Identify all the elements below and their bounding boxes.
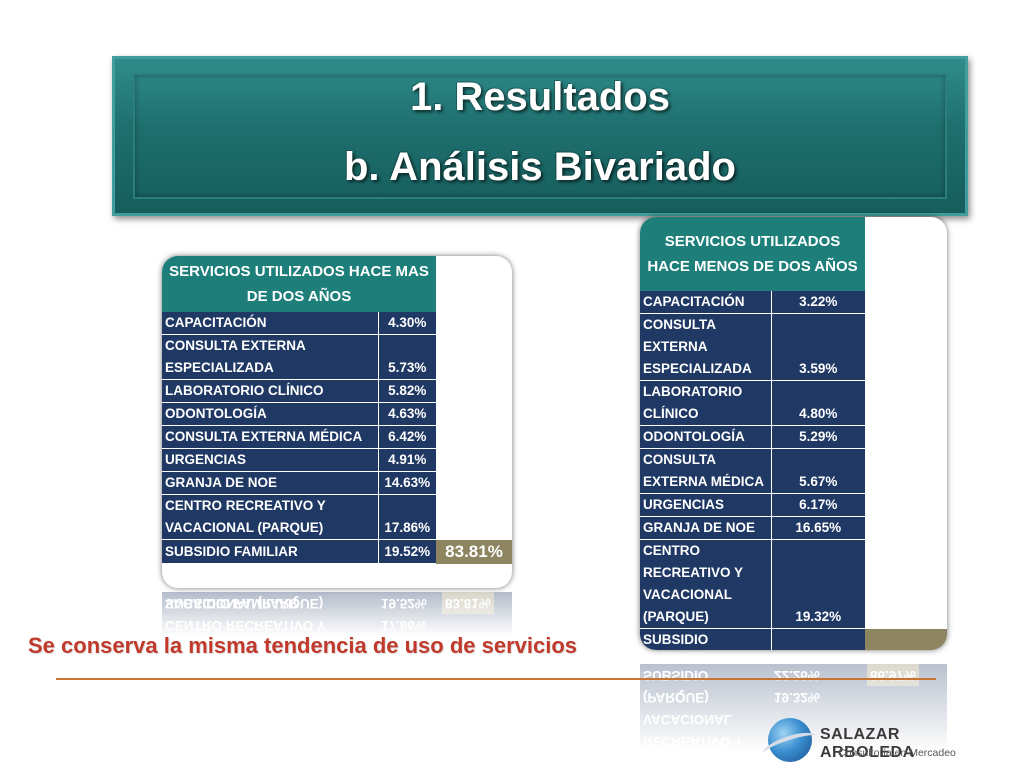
table-row: LABORATORIO CLÍNICO 4.80% bbox=[640, 380, 947, 426]
row-label: SUBSIDIO FAMILIAR bbox=[162, 539, 379, 564]
row-value: 17.86% bbox=[378, 494, 436, 540]
row-value: 6.17% bbox=[771, 493, 865, 517]
row-value: 5.73% bbox=[378, 334, 436, 380]
company-logo: SALAZAR ARBOLEDA Consultoría en Mercadeo bbox=[760, 716, 976, 764]
table-row: CAPACITACIÓN 3.22% bbox=[640, 291, 947, 314]
row-value: 16.65% bbox=[771, 516, 865, 540]
right-table-card: SERVICIOS UTILIZADOS HACE MENOS DE DOS A… bbox=[640, 217, 947, 650]
left-table-reflection: CENTRO RECREATIVO Y VACACIONAL (PARQUE) 1… bbox=[162, 590, 512, 636]
table-row: ODONTOLOGÍA 5.29% bbox=[640, 425, 947, 449]
row-value: 4.80% bbox=[771, 380, 865, 426]
row-value: 19.52% bbox=[378, 539, 436, 564]
table-row: CENTRO RECREATIVO Y VACACIONAL (PARQUE) … bbox=[162, 494, 512, 540]
table-row: CONSULTA EXTERNA MÉDICA 6.42% bbox=[162, 425, 512, 449]
row-value: 22.26% bbox=[771, 628, 865, 650]
row-label: URGENCIAS bbox=[640, 493, 772, 517]
table-row: LABORATORIO CLÍNICO 5.82% bbox=[162, 379, 512, 403]
row-value: 5.82% bbox=[378, 379, 436, 403]
right-table: SERVICIOS UTILIZADOS HACE MENOS DE DOS A… bbox=[640, 217, 947, 650]
row-label: CONSULTA EXTERNA ESPECIALIZADA bbox=[162, 334, 379, 380]
row-label: CONSULTA EXTERNA ESPECIALIZADA bbox=[640, 313, 772, 381]
table-row: GRANJA DE NOE 16.65% bbox=[640, 516, 947, 540]
table-row: SUBSIDIO FAMILIAR 19.52% 83.81% bbox=[162, 539, 512, 564]
divider-line bbox=[56, 678, 936, 680]
row-label: ODONTOLOGÍA bbox=[162, 402, 379, 426]
row-label: GRANJA DE NOE bbox=[162, 471, 379, 495]
table-row: URGENCIAS 4.91% bbox=[162, 448, 512, 472]
row-label: LABORATORIO CLÍNICO bbox=[640, 380, 772, 426]
row-label: SUBSIDIO FAMILIAR bbox=[640, 628, 772, 650]
table-row: CONSULTA EXTERNA ESPECIALIZADA 3.59% bbox=[640, 313, 947, 381]
title-line-1: 1. Resultados bbox=[409, 75, 671, 119]
row-value: 5.29% bbox=[771, 425, 865, 449]
row-value: 6.42% bbox=[378, 425, 436, 449]
row-value: 4.63% bbox=[378, 402, 436, 426]
globe-icon bbox=[768, 718, 812, 762]
table-row: CENTRO RECREATIVO Y VACACIONAL (PARQUE) … bbox=[640, 539, 947, 629]
row-label: CENTRO RECREATIVO Y VACACIONAL (PARQUE) bbox=[640, 539, 772, 629]
right-total-cell: 86.97% bbox=[865, 628, 947, 650]
table-row: CONSULTA EXTERNA MÉDICA 5.67% bbox=[640, 448, 947, 494]
row-value: 14.63% bbox=[378, 471, 436, 495]
row-label: CONSULTA EXTERNA MÉDICA bbox=[640, 448, 772, 494]
row-label: ODONTOLOGÍA bbox=[640, 425, 772, 449]
row-label: CAPACITACIÓN bbox=[162, 312, 379, 335]
conclusion-text: Se conserva la misma tendencia de uso de… bbox=[28, 633, 578, 658]
row-value: 3.22% bbox=[771, 291, 865, 314]
title-banner-frame bbox=[133, 73, 947, 199]
logo-name: SALAZAR ARBOLEDA bbox=[820, 726, 915, 761]
row-value: 19.32% bbox=[771, 539, 865, 629]
row-value: 4.30% bbox=[378, 312, 436, 335]
row-value: 4.91% bbox=[378, 448, 436, 472]
table-row: ODONTOLOGÍA 4.63% bbox=[162, 402, 512, 426]
table-row: GRANJA DE NOE 14.63% bbox=[162, 471, 512, 495]
row-label: URGENCIAS bbox=[162, 448, 379, 472]
row-label: CAPACITACIÓN bbox=[640, 291, 772, 314]
left-total-cell: 83.81% bbox=[436, 539, 512, 564]
row-label: CENTRO RECREATIVO Y VACACIONAL (PARQUE) bbox=[162, 494, 379, 540]
table-row: CONSULTA EXTERNA ESPECIALIZADA 5.73% bbox=[162, 334, 512, 380]
right-table-header: SERVICIOS UTILIZADOS HACE MENOS DE DOS A… bbox=[640, 217, 865, 291]
row-value: 3.59% bbox=[771, 313, 865, 381]
table-row: SUBSIDIO FAMILIAR 22.26% 86.97% bbox=[640, 628, 947, 650]
row-label: GRANJA DE NOE bbox=[640, 516, 772, 540]
table-row: URGENCIAS 6.17% bbox=[640, 493, 947, 517]
row-label: CONSULTA EXTERNA MÉDICA bbox=[162, 425, 379, 449]
title-banner: 1. Resultados b. Análisis Bivariado bbox=[112, 56, 968, 216]
row-label: LABORATORIO CLÍNICO bbox=[162, 379, 379, 403]
table-row: CAPACITACIÓN 4.30% bbox=[162, 312, 512, 335]
title-line-2: b. Análisis Bivariado bbox=[344, 145, 736, 189]
left-table-header: SERVICIOS UTILIZADOS HACE MAS DE DOS AÑO… bbox=[162, 256, 436, 312]
left-table: SERVICIOS UTILIZADOS HACE MAS DE DOS AÑO… bbox=[162, 256, 512, 564]
row-value: 5.67% bbox=[771, 448, 865, 494]
left-table-card: SERVICIOS UTILIZADOS HACE MAS DE DOS AÑO… bbox=[162, 256, 512, 588]
logo-tagline: Consultoría en Mercadeo bbox=[838, 747, 956, 759]
